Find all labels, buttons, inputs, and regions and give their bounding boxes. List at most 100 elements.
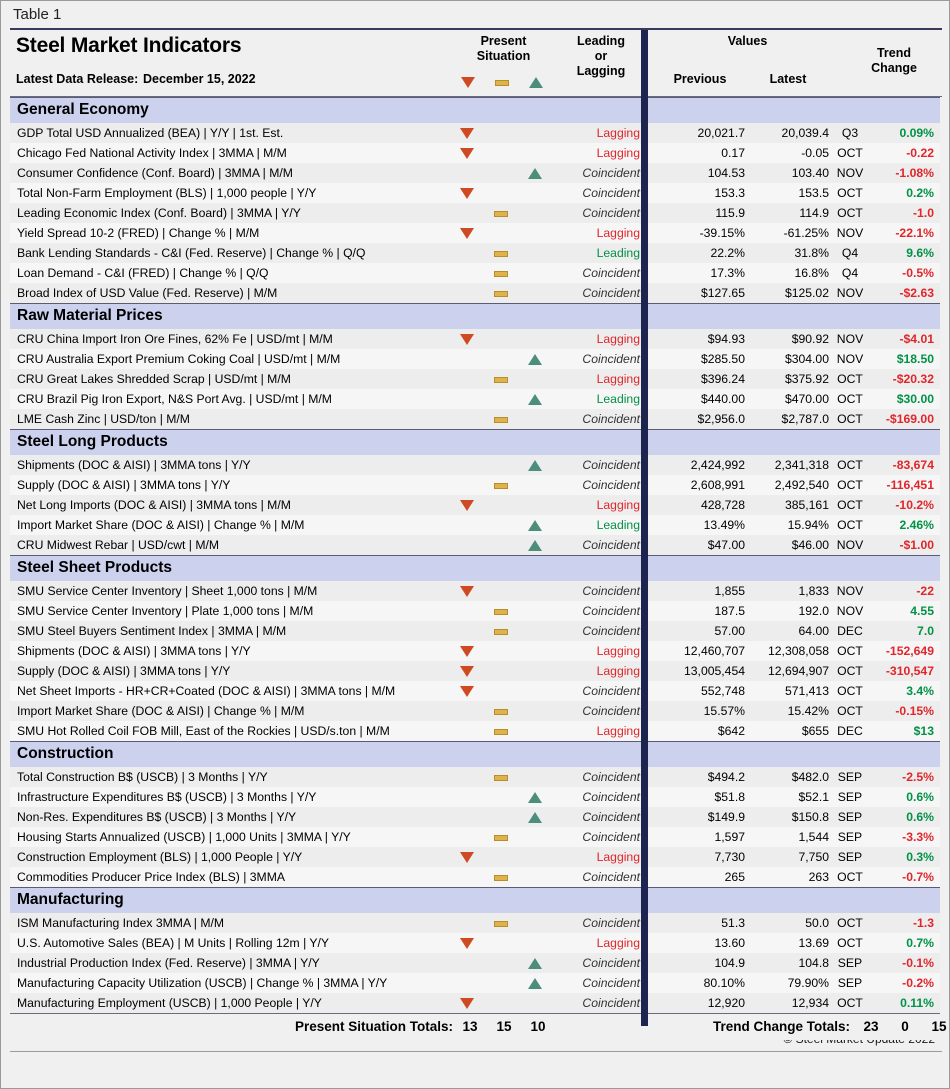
leading-lagging-value: Lagging: [596, 644, 640, 658]
leading-lagging-value: Lagging: [596, 724, 640, 738]
indicator-name: Net Sheet Imports - HR+CR+Coated (DOC & …: [17, 684, 396, 698]
present-situation-totals-label: Present Situation Totals:: [294, 1019, 453, 1034]
latest-value: $46.00: [791, 538, 829, 552]
trend-change-value: -$4.01: [899, 332, 934, 346]
latest-value: $2,787.0: [781, 412, 829, 426]
indicator-name: Chicago Fed National Activity Index | 3M…: [17, 146, 287, 160]
trend-change-value: 0.7%: [906, 936, 934, 950]
previous-value: 17.3%: [710, 266, 745, 280]
latest-value: 571,413: [784, 684, 829, 698]
section-title: Raw Material Prices: [17, 307, 163, 324]
latest-value: 50.0: [805, 916, 829, 930]
trend-change-value: -0.15%: [895, 704, 934, 718]
leading-lagging-value: Lagging: [596, 226, 640, 240]
trend-change-value: -1.3: [912, 916, 934, 930]
latest-value: 385,161: [784, 498, 829, 512]
release-label: Latest Data Release:: [16, 72, 139, 86]
previous-value: 115.9: [715, 206, 745, 220]
trend-change-value: -$1.00: [899, 538, 934, 552]
present-situation-down-icon: [456, 227, 478, 241]
period-value: OCT: [837, 996, 863, 1010]
trend-change-value: -310,547: [885, 664, 934, 678]
trend-change-value: -$2.63: [899, 286, 934, 300]
period-value: OCT: [837, 916, 863, 930]
table-header: Steel Market Indicators Latest Data Rele…: [10, 30, 942, 97]
leading-lagging-value: Coincident: [582, 286, 640, 300]
table-row: ISM Manufacturing Index 3MMA | M/M Coinci…: [10, 913, 940, 933]
previous-value: 13,005,454: [684, 664, 745, 678]
section-header: Raw Material Prices: [10, 303, 940, 329]
table-row: GDP Total USD Annualized (BEA) | Y/Y | 1…: [10, 123, 940, 143]
column-header-present-situation: Present Situation: [447, 34, 560, 64]
latest-value: 2,341,318: [774, 458, 829, 472]
table-row: SMU Hot Rolled Coil FOB Mill, East of th…: [10, 721, 940, 741]
table-row: Housing Starts Annualized (USCB) | 1,000…: [10, 827, 940, 847]
trend-change-value: -$20.32: [892, 372, 934, 386]
column-header-previous: Previous: [673, 72, 727, 86]
trend-change-value: 0.6%: [906, 790, 934, 804]
period-value: NOV: [836, 226, 864, 240]
leading-lagging-value: Coincident: [582, 976, 640, 990]
present-situation-up-icon: [524, 811, 546, 825]
table-row: Non-Res. Expenditures B$ (USCB) | 3 Mont…: [10, 807, 940, 827]
previous-value: 7,730: [714, 850, 746, 864]
leading-lagging-value: Coincident: [582, 704, 640, 718]
previous-value: 428,728: [700, 498, 745, 512]
latest-value: $375.92: [784, 372, 829, 386]
leading-lagging-value: Lagging: [596, 126, 640, 140]
present-situation-up-icon: [524, 393, 546, 407]
present-situation-down-icon: [456, 997, 478, 1011]
table-row: SMU Steel Buyers Sentiment Index | 3MMA …: [10, 621, 940, 641]
present-situation-flat-icon: [490, 705, 512, 719]
previous-value: 13.60: [714, 936, 746, 950]
trend-change-value: -0.7%: [902, 870, 934, 884]
previous-value: $642: [717, 724, 745, 738]
trend-change-value: 0.3%: [906, 850, 934, 864]
present-situation-down-icon: [456, 187, 478, 201]
period-value: NOV: [836, 332, 864, 346]
leading-lagging-line1: Leading: [577, 34, 625, 48]
leading-lagging-value: Coincident: [582, 166, 640, 180]
trend-change-value: -0.22: [906, 146, 934, 160]
period-value: SEP: [837, 770, 863, 784]
previous-value: -39.15%: [699, 226, 745, 240]
indicator-name: CRU Brazil Pig Iron Export, N&S Port Avg…: [17, 392, 332, 406]
period-value: SEP: [837, 790, 863, 804]
period-value: Q4: [841, 246, 859, 260]
trend-change-value: -3.3%: [902, 830, 934, 844]
present-situation-down-icon: [456, 333, 478, 347]
table-row: Shipments (DOC & AISI) | 3MMA tons | Y/Y…: [10, 641, 940, 661]
latest-value: 13.69: [798, 936, 830, 950]
period-value: OCT: [837, 518, 863, 532]
latest-value: 7,750: [798, 850, 830, 864]
section-header: Manufacturing: [10, 887, 940, 913]
trend-change-value: 0.2%: [906, 186, 934, 200]
table-row: Industrial Production Index (Fed. Reserv…: [10, 953, 940, 973]
present-situation-line2: Situation: [476, 49, 531, 63]
latest-value: 79.90%: [787, 976, 829, 990]
trend-change-totals-label: Trend Change Totals:: [712, 1019, 850, 1034]
present-situation-flat-icon: [490, 605, 512, 619]
indicator-name: Commodities Producer Price Index (BLS) |…: [17, 870, 285, 884]
section-header: Steel Sheet Products: [10, 555, 940, 581]
present-situation-down-icon: [456, 127, 478, 141]
table-row: Manufacturing Capacity Utilization (USCB…: [10, 973, 940, 993]
indicator-name: Infrastructure Expenditures B$ (USCB) | …: [17, 790, 317, 804]
previous-value: $396.24: [700, 372, 745, 386]
present-situation-up-icon: [524, 977, 546, 991]
trend-change-value: -0.5%: [902, 266, 934, 280]
footer-divider: [10, 1051, 942, 1052]
leading-lagging-value: Leading: [596, 392, 640, 406]
period-value: OCT: [837, 206, 863, 220]
previous-value: $51.8: [714, 790, 746, 804]
table-row: CRU Brazil Pig Iron Export, N&S Port Avg…: [10, 389, 940, 409]
trend-change-value: 0.6%: [906, 810, 934, 824]
table-row: Commodities Producer Price Index (BLS) |…: [10, 867, 940, 887]
present-situation-down-icon: [456, 645, 478, 659]
latest-value: 20,039.4: [781, 126, 829, 140]
trend-change-value: $13: [913, 724, 934, 738]
latest-value: 15.94%: [787, 518, 829, 532]
present-situation-up-icon: [524, 519, 546, 533]
period-value: NOV: [836, 538, 864, 552]
